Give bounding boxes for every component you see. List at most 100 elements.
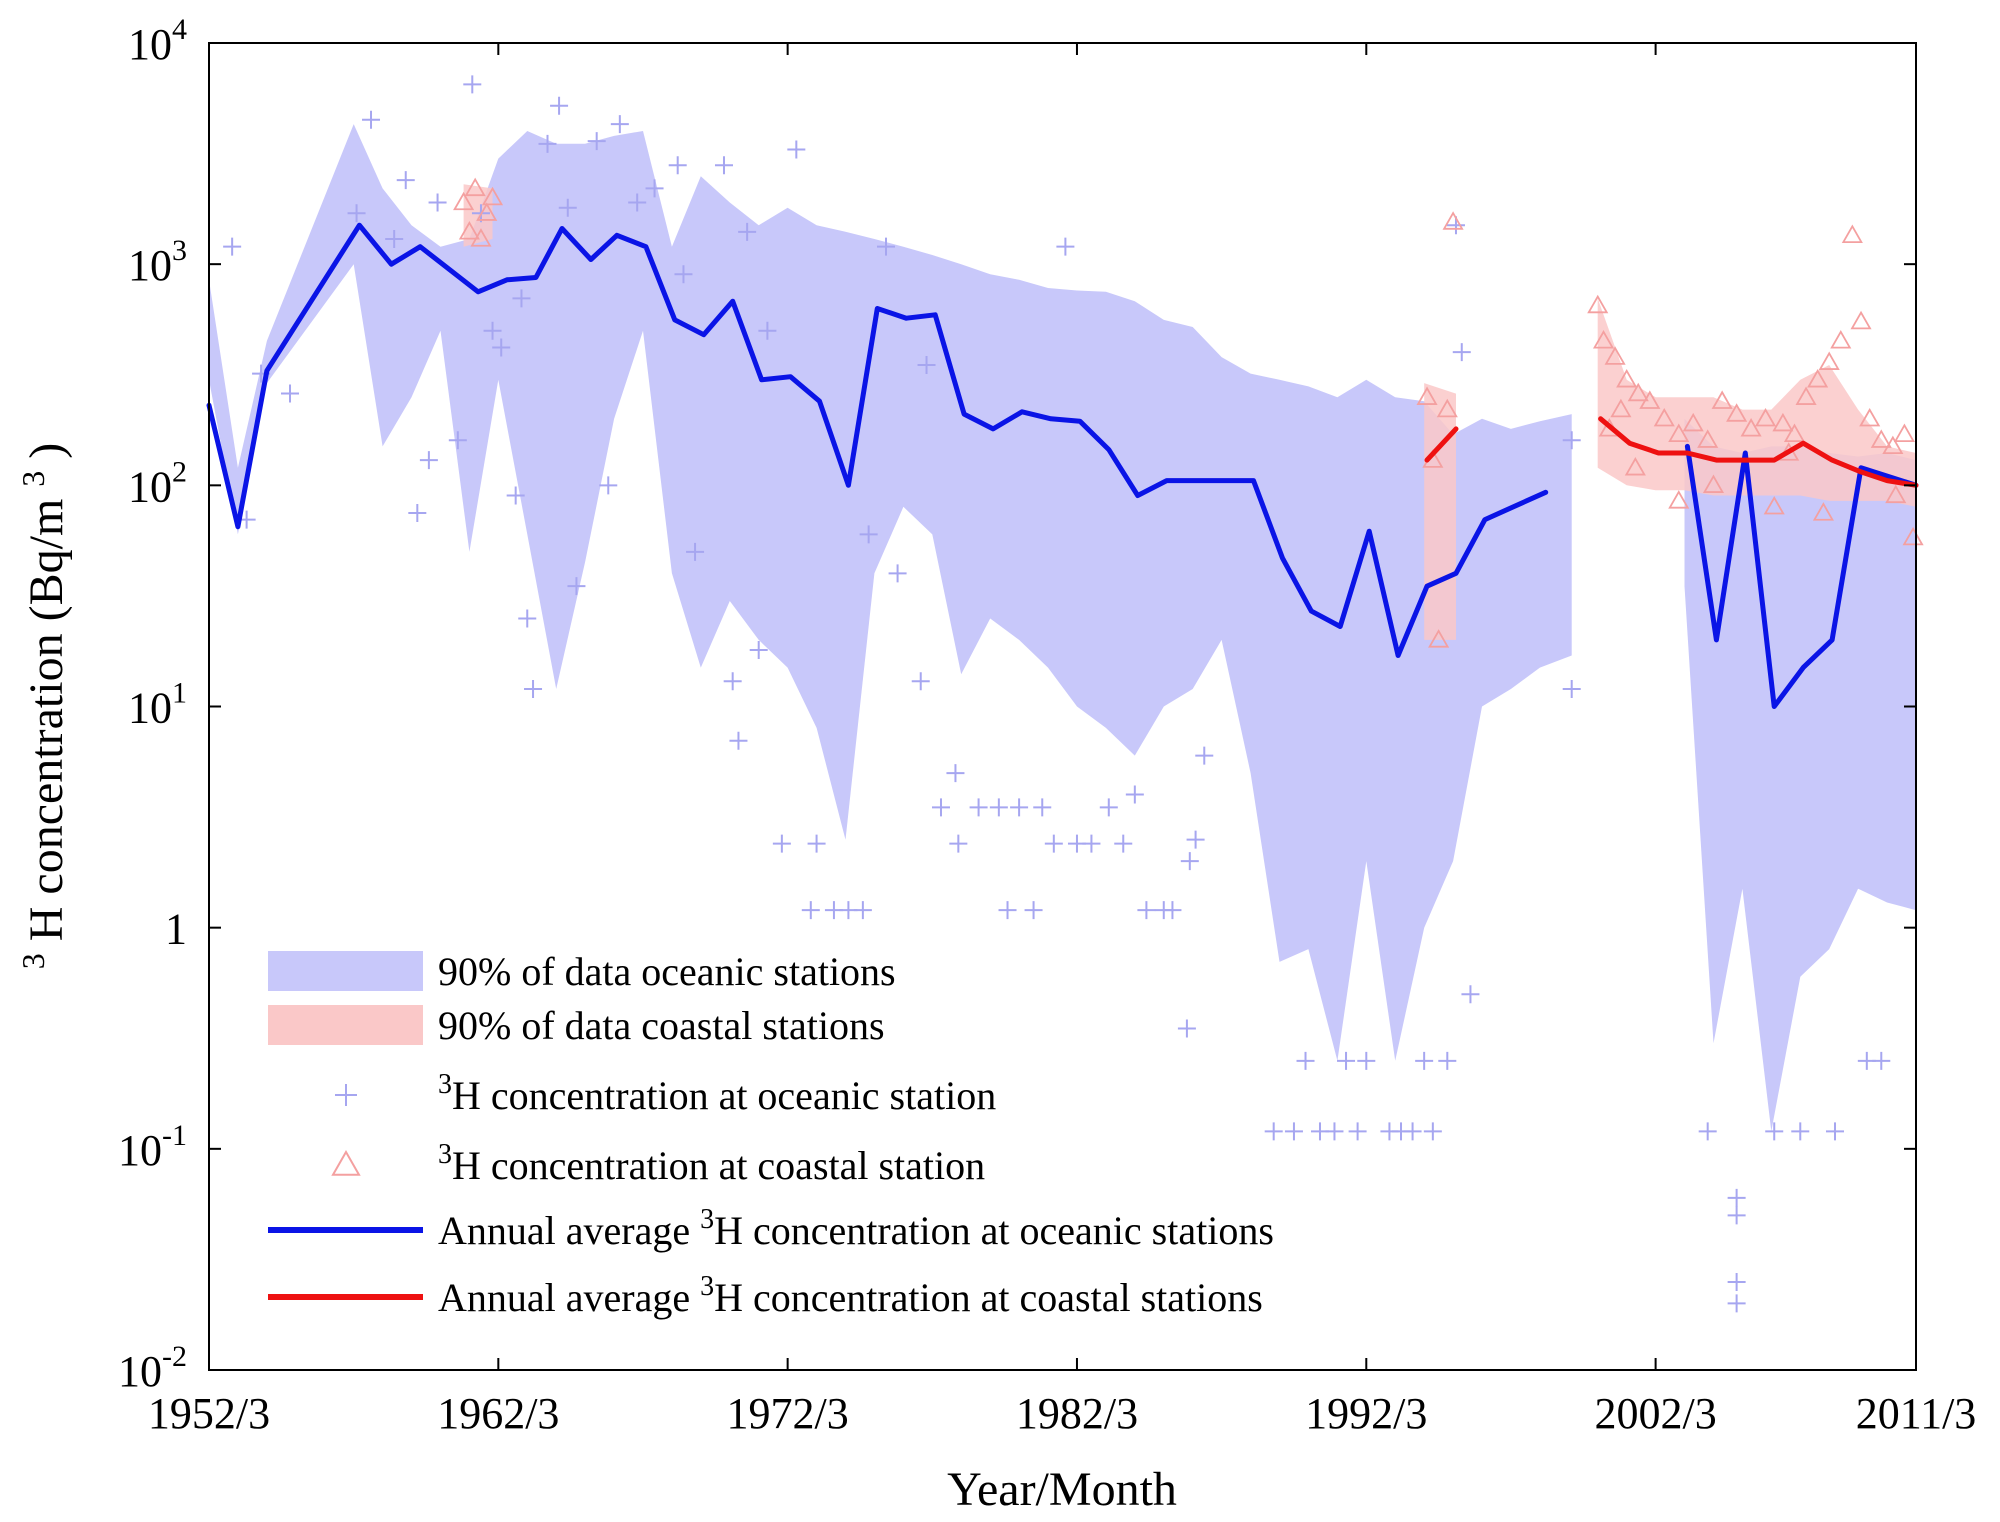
coastal-point [464,177,486,197]
coastal-point [1885,484,1907,504]
oceanic-point [483,321,502,340]
oceanic-point [1727,1272,1746,1291]
coastal-point [1812,502,1834,521]
legend-item: Annual average 3H concentration at coast… [268,1271,1263,1320]
coastal-point [1639,390,1661,409]
coastal-point [1697,429,1719,448]
oceanic-point [1099,798,1118,817]
oceanic-point [1180,852,1199,871]
coastal-point [1783,423,1806,443]
oceanic-point [550,96,569,115]
oceanic-point [1082,834,1101,853]
oceanic-point [723,672,742,691]
oceanic-point [558,198,577,217]
coastal-point [453,191,475,211]
coastal-point [1830,330,1852,349]
y-axis-title-main: H concentration (Bq/m [20,499,73,942]
coastal-point [1616,368,1638,388]
coastal-point [1882,435,1904,455]
oceanic-point [419,451,438,470]
coastal-point [476,202,498,221]
coastal-point [1436,398,1458,418]
oceanic-point [223,237,242,256]
coastal-point [1755,407,1777,427]
coastal-point [1624,457,1646,476]
oceanic-point [1825,1122,1844,1141]
oceanic-point [1727,1206,1746,1225]
oceanic-point [610,115,629,134]
coastal-average-line-1 [1598,416,1919,488]
coastal-point [1850,310,1872,330]
x-axis-title: Year/Month [947,1463,1177,1516]
legend-label: 90% of data coastal stations [438,1003,885,1048]
legend-item: 90% of data oceanic stations [268,949,896,994]
oceanic-point [1186,830,1205,849]
oceanic-average-line-1 [1684,443,1919,709]
y-tick-label: 101 [128,677,187,733]
legend-label: Annual average 3H concentration at coast… [438,1271,1263,1320]
oceanic-point [877,237,896,256]
oceanic-point [385,229,404,248]
oceanic-point [998,901,1017,920]
oceanic-point [772,834,791,853]
oceanic-point [1264,1122,1283,1141]
legend-item: 90% of data coastal stations [268,1003,885,1048]
legend-item: 3H concentration at coastal station [331,1139,985,1188]
band-oceanic-1 [1684,418,1916,1132]
oceanic-point [599,476,618,495]
legend-swatch-band [268,951,423,991]
oceanic-point [492,338,511,357]
legend: 90% of data oceanic stations 90% of data … [268,949,1274,1320]
coastal-point [458,221,480,240]
coastal-point [1763,495,1785,515]
coastal-point [1807,368,1829,388]
oceanic-point [1125,785,1144,804]
oceanic-point [362,110,381,129]
oceanic-point [668,156,687,175]
oceanic-point [1357,1051,1376,1070]
oceanic-point [1348,1122,1367,1141]
oceanic-point [729,731,748,750]
oceanic-point [911,672,930,691]
oceanic-point [448,431,467,450]
legend-item: Annual average 3H concentration at ocean… [268,1204,1274,1253]
coastal-point [1610,398,1632,418]
legend-item: 3H concentration at oceanic station [335,1069,996,1118]
oceanic-point [1044,834,1063,853]
coastal-point [481,186,504,206]
coastal-point [1682,412,1704,432]
oceanic-point [506,486,525,505]
coastal-point [1668,423,1690,443]
oceanic-point [1337,1051,1356,1070]
oceanic-point [853,901,872,920]
coastal-point [470,228,492,247]
oceanic-point [714,156,733,175]
y-tick-label: 102 [128,455,187,511]
oceanic-point [1727,1188,1746,1207]
oceanic-point [1177,1019,1196,1038]
oceanic-point [1423,1122,1442,1141]
oceanic-point [1562,431,1581,450]
oceanic-point [946,764,965,783]
oceanic-point [396,171,415,190]
oceanic-point [949,834,968,853]
x-tick-label: 1972/3 [727,1389,849,1438]
oceanic-point [917,356,936,375]
x-tick-label: 2002/3 [1594,1389,1716,1438]
oceanic-point [1415,1051,1434,1070]
coastal-point [1702,474,1725,493]
oceanic-point [807,834,826,853]
coastal-point [1740,418,1762,437]
oceanic-point [749,641,768,660]
coastal-point [1841,224,1863,243]
coastal-point [1726,403,1748,422]
oceanic-point [567,577,586,596]
legend-label: 3H concentration at oceanic station [438,1069,996,1118]
oceanic-point [787,140,806,159]
oceanic-point [1791,1122,1810,1141]
oceanic-point [931,798,950,817]
oceanic-point [1765,1122,1784,1141]
oceanic-point [518,609,537,628]
oceanic-point [1452,343,1471,362]
